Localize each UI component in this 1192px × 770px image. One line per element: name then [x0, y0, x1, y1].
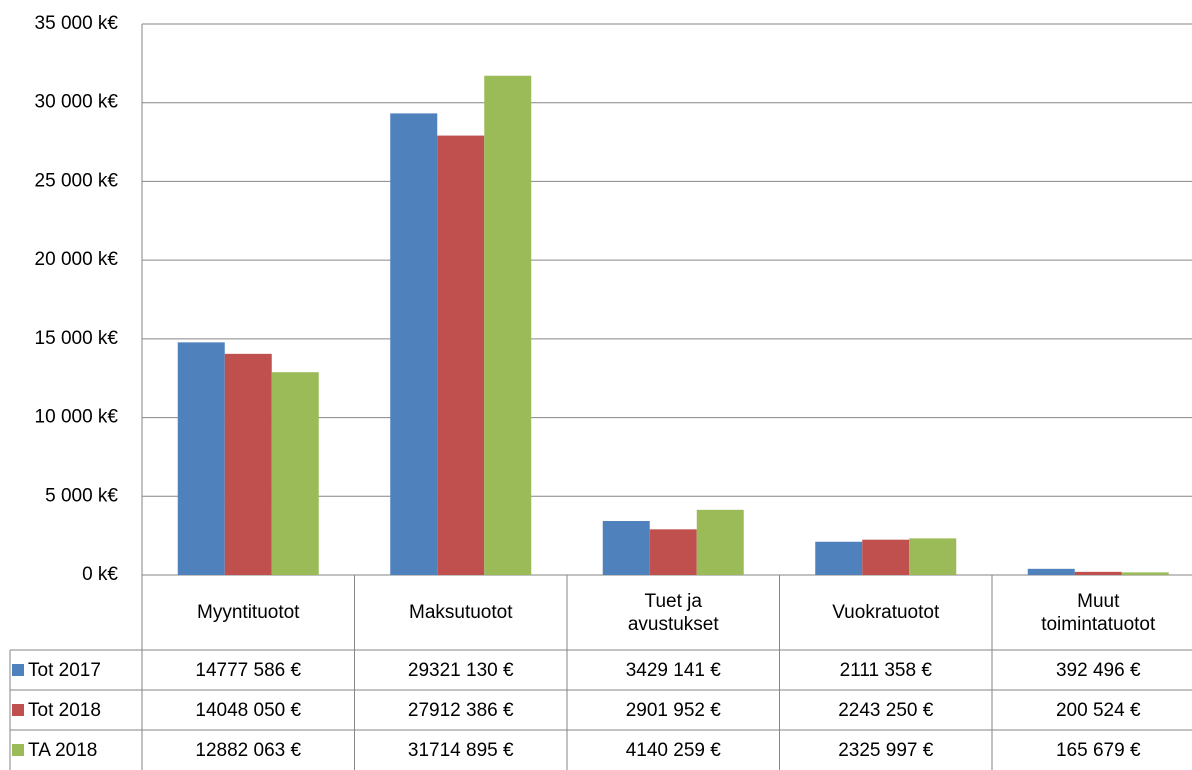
bar [696, 509, 744, 575]
bar [271, 372, 319, 575]
table-value: 2243 250 € [838, 699, 934, 721]
bar [649, 529, 697, 575]
table-value: 4140 259 € [625, 739, 721, 761]
table-value: 165 679 € [1055, 739, 1141, 761]
x-tick-label: Vuokratuotot [832, 602, 940, 623]
y-tick-label: 20 000 k€ [35, 249, 119, 270]
table-value: 31714 895 € [407, 739, 514, 761]
table-value: 27912 386 € [407, 699, 514, 721]
legend-entry: Tot 2018 [12, 690, 140, 730]
table-value: 29321 130 € [407, 659, 514, 681]
x-tick-label: Tuet ja avustukset [627, 590, 719, 635]
legend-swatch [12, 744, 24, 756]
table-value: 2325 997 € [838, 739, 934, 761]
table-value: 14777 586 € [195, 659, 302, 681]
y-tick-label: 0 k€ [82, 564, 118, 585]
y-tick-label: 35 000 k€ [35, 13, 119, 34]
x-tick-label: Maksutuotot [409, 602, 513, 623]
bar [224, 353, 272, 575]
bar [390, 113, 438, 575]
table-value: 2901 952 € [625, 699, 721, 721]
legend-label: Tot 2017 [28, 659, 101, 681]
y-tick-label: 15 000 k€ [35, 328, 119, 349]
bar [484, 75, 532, 575]
x-tick-label: Myyntituotot [197, 602, 300, 623]
bar [1121, 572, 1169, 575]
y-tick-label: 30 000 k€ [35, 92, 119, 113]
bar [177, 342, 225, 575]
x-tick-label: Muut toimintatuotot [1041, 590, 1156, 635]
table-value: 3429 141 € [625, 659, 721, 681]
bar [862, 539, 910, 575]
bar [1027, 568, 1075, 575]
legend-label: Tot 2018 [28, 699, 101, 721]
bar [437, 135, 485, 576]
bar [1074, 571, 1122, 575]
y-tick-label: 10 000 k€ [35, 407, 119, 428]
y-tick-label: 25 000 k€ [35, 170, 119, 191]
bar [602, 521, 650, 575]
bar [815, 541, 863, 575]
table-value: 392 496 € [1055, 659, 1141, 681]
table-value: 2111 358 € [839, 659, 932, 681]
y-tick-label: 5 000 k€ [45, 485, 118, 506]
table-value: 14048 050 € [195, 699, 302, 721]
table-value: 200 524 € [1055, 699, 1141, 721]
bar [909, 538, 957, 575]
legend-swatch [12, 664, 24, 676]
legend-entry: Tot 2017 [12, 650, 140, 690]
table-value: 12882 063 € [195, 739, 302, 761]
legend-entry: TA 2018 [12, 730, 140, 770]
legend-label: TA 2018 [28, 739, 98, 761]
legend-swatch [12, 704, 24, 716]
